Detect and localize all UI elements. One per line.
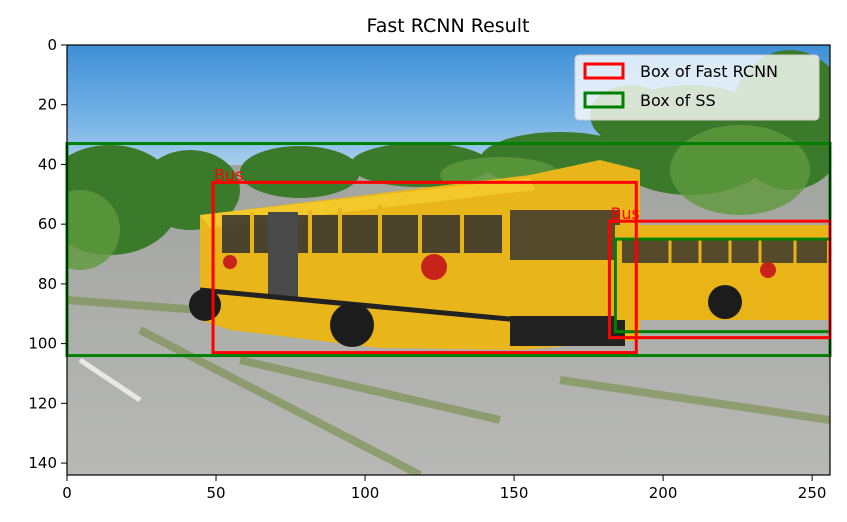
x-tick-label: 50 [206, 484, 225, 502]
y-tick-label: 120 [28, 394, 57, 412]
legend-swatch-fast-rcnn [583, 62, 625, 80]
x-tick-label: 200 [649, 484, 678, 502]
y-tick-label: 80 [38, 275, 57, 293]
axes-frame [66, 44, 831, 476]
box-label-2: Bus [214, 165, 243, 184]
legend-label-ss: Box of SS [640, 91, 716, 110]
legend: Box of Fast RCNN Box of SS [574, 54, 820, 121]
y-tick-label: 0 [47, 36, 57, 54]
y-tick-label: 60 [38, 215, 57, 233]
chart-title: Fast RCNN Result [367, 15, 530, 37]
y-tick-label: 100 [28, 335, 57, 353]
x-tick-label: 100 [351, 484, 380, 502]
legend-frame [574, 54, 820, 121]
y-axis: 0 20 40 60 80 100 120 140 [28, 36, 67, 472]
legend-label-fast-rcnn: Box of Fast RCNN [640, 62, 778, 81]
y-tick-label: 40 [38, 155, 57, 173]
y-tick-label: 20 [38, 96, 57, 114]
legend-swatch-ss [583, 91, 625, 109]
x-tick-label: 150 [500, 484, 529, 502]
box-label-3: Bus [610, 204, 639, 223]
y-tick-label: 140 [28, 454, 57, 472]
x-axis: 0 50 100 150 200 250 [62, 475, 826, 502]
x-tick-label: 250 [798, 484, 827, 502]
x-tick-label: 0 [62, 484, 72, 502]
fast-rcnn-box-2 [211, 180, 638, 355]
